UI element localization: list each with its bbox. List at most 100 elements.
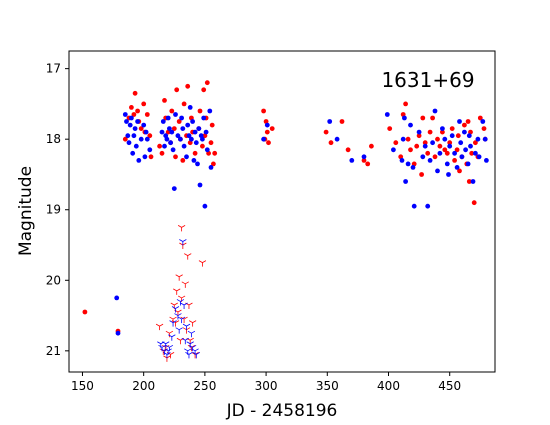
data-point-series-3-16 [181,337,189,345]
y-tick-label: 17 [46,62,61,76]
data-point-series-1-94 [463,147,468,153]
data-point-series-0-4 [129,105,134,110]
data-point-series-1-21 [160,119,166,124]
data-point-series-0-10 [141,101,147,107]
data-point-series-0-23 [173,154,178,160]
data-point-series-1-84 [444,161,450,167]
data-point-series-1-25 [165,115,171,121]
data-point-series-2-12 [176,337,185,345]
data-point-series-1-89 [454,165,460,170]
data-point-series-3-15 [180,302,188,309]
data-point-series-1-5 [126,140,132,146]
data-point-series-1-18 [144,136,150,142]
data-point-series-1-58 [264,122,270,128]
data-point-series-1-41 [189,136,194,142]
data-point-series-0-7 [135,108,141,114]
data-point-series-0-81 [444,150,450,156]
data-point-series-1-15 [141,122,147,128]
data-point-series-0-53 [323,129,329,135]
data-point-series-1-19 [147,147,153,153]
data-point-series-0-52 [269,126,275,131]
x-tick-label: 450 [438,379,461,393]
data-point-series-1-92 [459,154,465,160]
data-point-series-0-6 [132,90,138,96]
data-point-series-1-64 [391,147,396,153]
data-point-series-1-66 [400,136,406,142]
data-point-series-0-75 [430,115,435,121]
x-tick-label: 250 [193,379,216,393]
data-points [82,80,489,362]
data-point-series-0-95 [471,200,477,206]
data-point-series-3-6 [165,344,174,352]
y-axis: 17 18 19 20 21 [46,62,69,358]
data-point-series-1-93 [462,129,467,135]
data-point-series-1-37 [184,154,189,160]
data-point-series-2-9 [173,288,181,295]
data-point-series-1-34 [179,115,185,121]
data-point-series-2-16 [181,281,189,288]
data-point-series-1-40 [187,105,193,110]
data-point-series-0-14 [148,154,154,160]
data-point-series-2-25 [177,225,186,232]
data-point-series-1-4 [125,133,131,139]
data-point-series-1-96 [466,133,472,139]
data-point-series-1-6 [127,122,133,128]
data-point-series-1-14 [138,136,144,142]
data-point-series-0-70 [419,172,424,177]
data-point-series-0-85 [454,147,460,153]
data-point-series-1-67 [402,115,407,121]
data-point-series-1-76 [425,203,431,209]
data-point-series-1-102 [480,119,486,124]
data-point-series-1-61 [349,158,355,163]
data-point-series-3-14 [179,239,187,246]
data-point-series-2-24 [198,260,207,267]
data-point-series-0-61 [393,140,399,146]
data-point-series-0-50 [264,129,270,135]
data-point-series-1-80 [435,168,440,174]
data-point-series-2-7 [170,302,178,309]
data-point-series-0-96 [473,140,478,146]
data-point-series-0-45 [211,161,216,167]
data-point-series-0-62 [398,154,404,160]
data-point-series-3-18 [184,348,192,355]
data-point-series-1-98 [470,179,476,184]
x-axis-title: JD - 2458196 [226,401,338,421]
data-point-series-1-99 [473,150,478,156]
data-point-series-1-38 [185,122,191,128]
data-point-series-0-17 [162,98,167,103]
data-point-series-0-69 [416,133,422,139]
data-point-series-1-1 [115,330,121,336]
data-point-series-0-74 [427,129,433,135]
x-tick-label: 300 [255,379,278,393]
data-point-series-1-82 [440,126,445,131]
data-point-series-0-78 [437,143,443,149]
data-point-series-0-91 [465,119,471,124]
data-point-series-1-52 [202,203,208,209]
data-point-series-3-19 [185,352,193,359]
data-point-series-0-21 [169,108,175,114]
data-point-series-1-81 [437,150,443,156]
data-point-series-1-26 [167,126,172,131]
data-point-series-1-28 [169,129,175,135]
data-point-series-1-31 [173,112,178,117]
data-point-series-0-15 [157,143,163,149]
data-point-series-0-86 [455,133,461,139]
data-point-series-1-62 [361,154,367,160]
y-tick-label: 19 [46,203,61,217]
data-point-series-1-70 [408,122,413,128]
y-axis-title: Magnitude [16,166,36,256]
data-point-series-1-101 [476,154,482,160]
data-point-series-0-5 [131,112,137,117]
data-point-series-3-7 [168,334,176,341]
data-point-series-1-69 [405,161,411,167]
y-tick-label: 18 [46,132,61,146]
data-point-series-0-36 [197,108,203,114]
data-point-series-0-28 [181,101,187,107]
data-point-series-1-12 [135,119,141,124]
data-point-series-0-56 [345,147,351,153]
data-point-series-2-22 [188,320,197,327]
x-tick-label: 150 [71,379,94,393]
data-point-series-1-27 [168,140,174,146]
x-tick-label: 200 [132,379,155,393]
